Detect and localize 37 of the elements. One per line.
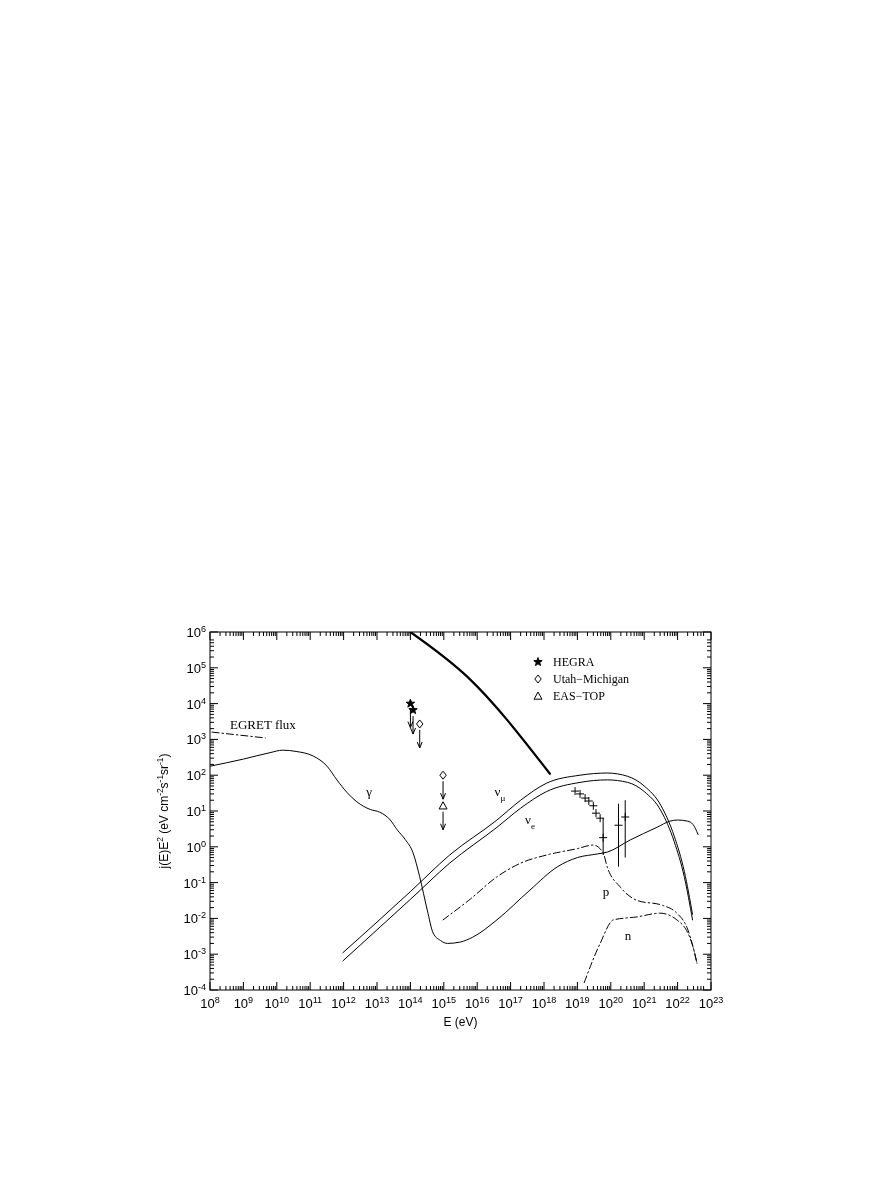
legend-label: Utah−Michigan: [553, 672, 630, 686]
series-label: γ: [365, 784, 373, 799]
y-tick-label: 10$^{2}$: [186, 767, 206, 784]
y-tick-label: 10$^{0}$: [186, 838, 206, 855]
x-tick-label: 10$^{16}$: [464, 995, 490, 1011]
x-tick-label: 10$^{22}$: [665, 995, 690, 1011]
y-tick-label: 10$^{-2}$: [183, 910, 206, 927]
series-label: ν$_{μ}$: [494, 784, 506, 803]
legend-label: EAS−TOP: [553, 689, 606, 703]
x-tick-label: 10$^{9}$: [233, 995, 254, 1011]
x-tick-label: 10$^{17}$: [498, 995, 523, 1011]
x-tick-label: 10$^{10}$: [264, 995, 290, 1011]
y-tick-label: 10$^{4}$: [186, 695, 206, 712]
series-label: n: [624, 928, 632, 943]
x-tick-label: 10$^{21}$: [631, 995, 657, 1011]
legend-label: HEGRA: [553, 655, 595, 669]
x-tick-label: 10$^{19}$: [565, 995, 590, 1011]
series-label: EGRET flux: [230, 717, 297, 732]
x-tick-label: 10$^{13}$: [364, 995, 390, 1011]
x-tick-label: 10$^{12}$: [331, 995, 356, 1011]
series-label: p: [602, 884, 610, 899]
y-tick-label: 10$^{-1}$: [183, 874, 206, 891]
y-tick-label: 10$^{-3}$: [183, 946, 206, 963]
x-axis-title: E (eV): [443, 1015, 478, 1029]
y-tick-label: 10$^{6}$: [186, 624, 206, 640]
y-tick-label: 10$^{1}$: [186, 803, 206, 819]
x-tick-label: 10$^{20}$: [598, 995, 624, 1011]
y-tick-label: 10$^{5}$: [186, 659, 206, 676]
x-tick-label: 10$^{23}$: [698, 995, 724, 1011]
x-tick-label: 10$^{11}$: [298, 995, 323, 1011]
series-label: ν$_{e}$: [525, 812, 535, 831]
x-tick-label: 10$^{15}$: [431, 995, 457, 1011]
x-tick-label: 10$^{18}$: [531, 995, 557, 1011]
y-tick-label: 10$^{-4}$: [183, 982, 206, 998]
x-tick-label: 10$^{14}$: [398, 995, 423, 1011]
x-tick-label: 10$^{8}$: [200, 995, 220, 1011]
y-tick-label: 10$^{3}$: [186, 731, 206, 748]
